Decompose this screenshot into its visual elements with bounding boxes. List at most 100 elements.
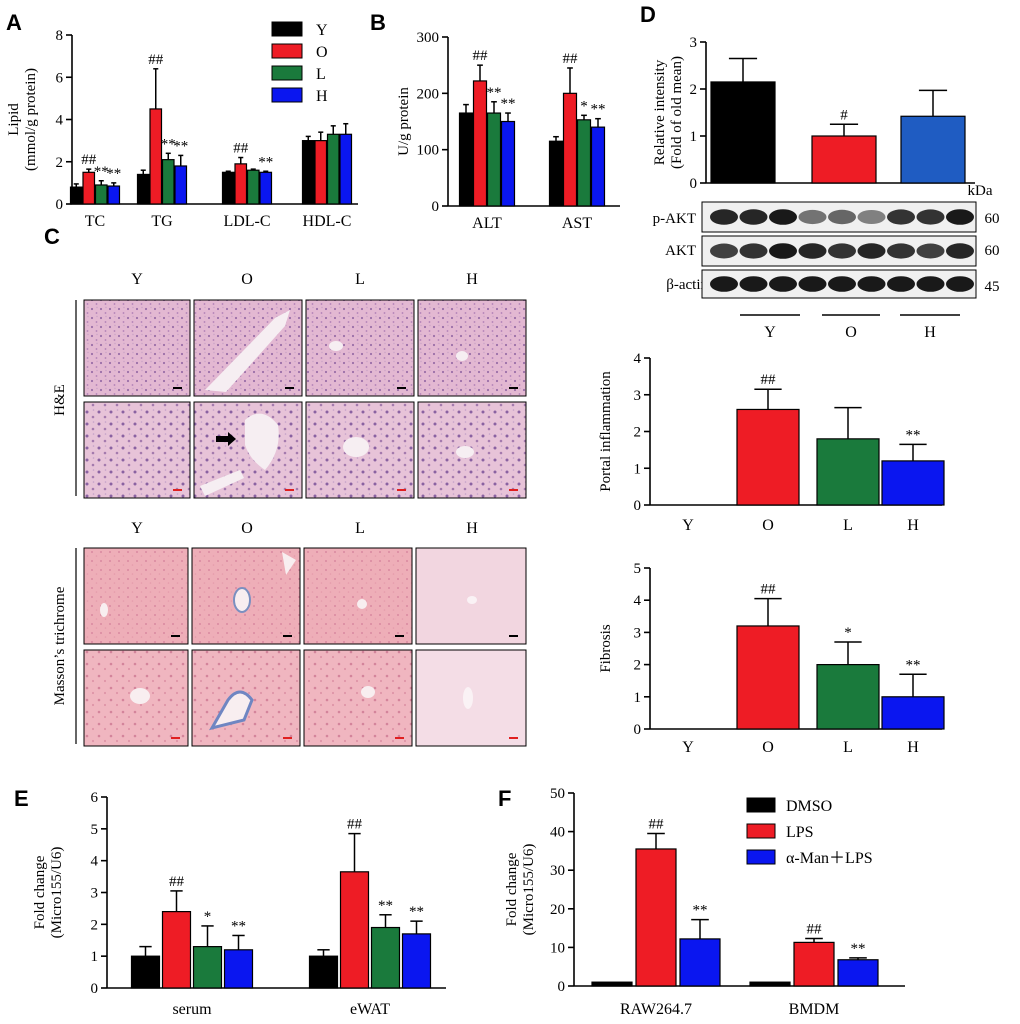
legend-label: α-Man＋LPS xyxy=(786,850,873,867)
bar xyxy=(339,871,370,989)
masson-vessel-o-low2 xyxy=(282,552,296,575)
bar xyxy=(881,460,945,506)
y-tick-label: 4 xyxy=(91,854,99,870)
y-tick-label: 4 xyxy=(56,113,64,129)
x-category-label: Y xyxy=(682,517,694,534)
blot-band xyxy=(828,276,856,292)
blot-group-o: O xyxy=(845,324,857,341)
bar xyxy=(69,186,83,205)
bar xyxy=(221,171,235,205)
y-axis-label: Fibrosis xyxy=(598,624,614,673)
he-image-h-low xyxy=(417,299,527,397)
western-blot: kDa p-AKT AKT β-actin 60 60 45 Y O H xyxy=(653,183,1000,341)
blot-band xyxy=(857,210,886,224)
significance-mark: ** xyxy=(231,918,246,934)
bar xyxy=(590,126,606,207)
y-tick-label: 2 xyxy=(634,425,642,441)
he-col-o: O xyxy=(241,271,253,288)
bar xyxy=(314,140,328,205)
significance-mark: ## xyxy=(761,582,777,598)
bar xyxy=(736,408,800,506)
significance-mark: ## xyxy=(761,372,777,388)
blot-band xyxy=(769,209,797,225)
significance-mark: # xyxy=(840,107,848,123)
panel-letter-b: B xyxy=(370,10,386,35)
masson-vessel-l-low xyxy=(357,599,367,609)
blot-group-h: H xyxy=(924,324,936,341)
chart-d-intensity: 0 1 2 3 Relative intensity (Fold of old mean)… xyxy=(652,35,975,192)
significance-mark: * xyxy=(580,98,588,114)
y-tick-label: 2 xyxy=(56,155,64,171)
blot-row-label-actin: β-actin xyxy=(666,277,708,293)
y-tick-label: 0 xyxy=(690,176,698,192)
significance-mark: ** xyxy=(487,85,502,101)
y-axis-label: (mmol/g protein) xyxy=(23,68,39,171)
bar xyxy=(326,133,340,205)
masson-image-y-low xyxy=(83,547,189,645)
y-axis-label: (Micro155/U6) xyxy=(49,847,65,939)
y-tick-label: 4 xyxy=(634,351,642,367)
bar xyxy=(401,933,432,989)
he-col-y: Y xyxy=(131,271,143,288)
bar xyxy=(500,120,516,207)
blot-kda-actin: 45 xyxy=(985,279,1000,295)
x-category-label: L xyxy=(843,739,853,756)
bar xyxy=(635,848,677,987)
legend-swatch xyxy=(271,87,303,103)
masson-vessel-l-high xyxy=(361,686,375,698)
he-image-h-high xyxy=(417,401,527,499)
bar xyxy=(486,112,502,207)
y-tick-label: 0 xyxy=(56,197,64,213)
bar xyxy=(881,696,945,730)
legend-label: H xyxy=(316,88,328,105)
blot-band xyxy=(916,243,945,259)
y-tick-label: 30 xyxy=(550,863,565,879)
he-vessel-h-low xyxy=(456,351,468,361)
bar xyxy=(900,115,966,184)
bar xyxy=(370,926,401,989)
significance-mark: ** xyxy=(378,898,393,914)
kda-label: kDa xyxy=(968,183,993,199)
y-tick-label: 6 xyxy=(56,70,64,86)
x-category-label: Y xyxy=(682,739,694,756)
legend-swatch xyxy=(746,797,776,813)
legend-swatch xyxy=(746,849,776,865)
bar xyxy=(472,80,488,207)
significance-mark: ## xyxy=(148,52,164,68)
blot-band xyxy=(946,243,974,259)
bar xyxy=(223,949,254,989)
y-tick-label: 1 xyxy=(634,461,642,477)
legend-label: O xyxy=(316,44,328,61)
y-tick-label: 3 xyxy=(634,625,642,641)
blot-band xyxy=(769,276,797,292)
bar xyxy=(793,941,835,987)
y-axis-label: U/g protein xyxy=(396,87,412,156)
legend-label: L xyxy=(316,66,326,83)
y-tick-label: 1 xyxy=(91,949,99,965)
x-category-label: L xyxy=(843,517,853,534)
blot-band xyxy=(739,276,768,292)
y-tick-label: 50 xyxy=(550,786,565,802)
y-tick-label: 0 xyxy=(634,722,642,738)
y-tick-label: 40 xyxy=(550,825,565,841)
panel-c-histology: Y O L H H&E Y O L H xyxy=(52,271,527,747)
mt-col-y: Y xyxy=(131,520,143,537)
x-category-label: H xyxy=(907,517,919,534)
bar xyxy=(161,910,192,989)
y-axis-label: (Micro155/U6) xyxy=(521,844,537,936)
bar xyxy=(301,140,315,205)
bar xyxy=(816,663,880,730)
he-label: H&E xyxy=(52,384,68,416)
bar xyxy=(548,140,564,207)
significance-mark: ## xyxy=(473,48,489,64)
chart-f-micro155: 0 10 20 30 40 50 Fold change (Micro155/U6) ## ** R… xyxy=(504,786,905,1018)
arrow-icon xyxy=(216,432,236,446)
blot-band xyxy=(887,243,915,259)
panel-letter-d: D xyxy=(640,2,656,27)
y-tick-label: 5 xyxy=(91,822,99,838)
bar xyxy=(576,119,592,207)
y-axis-label: Fold change xyxy=(32,855,48,929)
